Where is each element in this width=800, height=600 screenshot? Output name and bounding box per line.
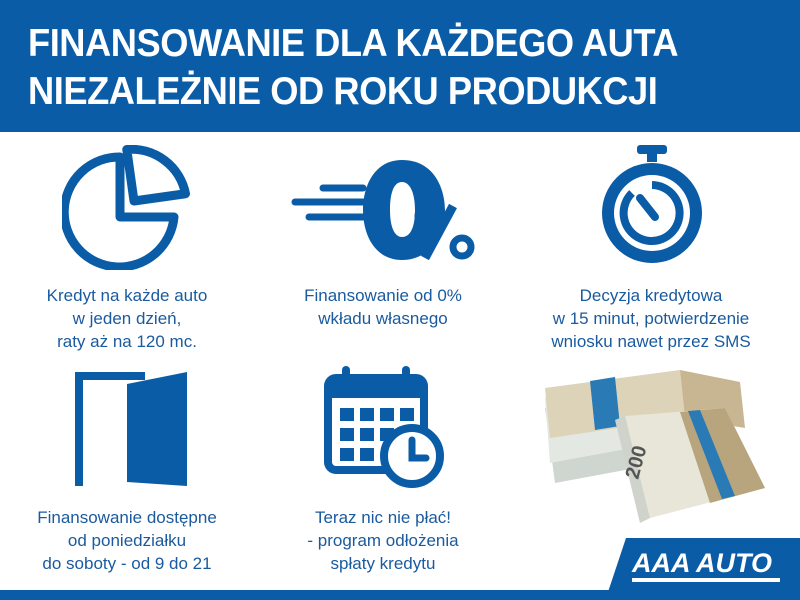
stopwatch-icon (602, 145, 702, 263)
feature-caption-hours: Finansowanie dostępne od poniedziałku do… (0, 506, 257, 575)
caption-line: - program odłożenia (307, 531, 459, 550)
caption-line: Kredyt na każde auto (46, 286, 208, 305)
feature-caption-zero-down: Finansowanie od 0% wkładu własnego (253, 284, 513, 330)
calendar-clock-icon (324, 366, 444, 488)
pie-chart-icon (62, 145, 190, 270)
caption-line: w jeden dzień, (72, 309, 182, 328)
open-door-icon (75, 372, 187, 486)
caption-line: spłaty kredytu (330, 554, 436, 573)
zero-percent-icon (291, 160, 475, 261)
headline-line-1: FINANSOWANIE DLA KAŻDEGO AUTA (28, 22, 679, 65)
feature-caption-decision: Decyzja kredytowa w 15 minut, potwierdze… (521, 284, 781, 353)
feature-caption-deferral: Teraz nic nie płać! - program odłożenia … (253, 506, 513, 575)
caption-line: Finansowanie dostępne (37, 508, 217, 527)
caption-line: w 15 minut, potwierdzenie (552, 309, 750, 328)
caption-line: Teraz nic nie płać! (314, 508, 452, 527)
caption-line: Decyzja kredytowa (579, 286, 723, 305)
aaa-auto-logo[interactable]: AAA AUTO (608, 538, 800, 592)
logo-text: AAA AUTO (631, 548, 772, 578)
feature-caption-credit: Kredyt na każde auto w jeden dzień, raty… (0, 284, 257, 353)
caption-line: raty aż na 120 mc. (57, 332, 197, 351)
caption-line: Finansowanie od 0% (304, 286, 462, 305)
bottom-bar (0, 590, 800, 600)
caption-line: od poniedziałku (67, 531, 187, 550)
headline-line-2: NIEZALEŻNIE OD ROKU PRODUKCJI (28, 70, 658, 113)
caption-line: wkładu własnego (318, 309, 448, 328)
banknote-stack-icon: 200 (545, 370, 765, 523)
header-banner: FINANSOWANIE DLA KAŻDEGO AUTA NIEZALEŻNI… (0, 0, 800, 132)
caption-line: wniosku nawet przez SMS (551, 332, 751, 351)
caption-line: do soboty - od 9 do 21 (42, 554, 212, 573)
